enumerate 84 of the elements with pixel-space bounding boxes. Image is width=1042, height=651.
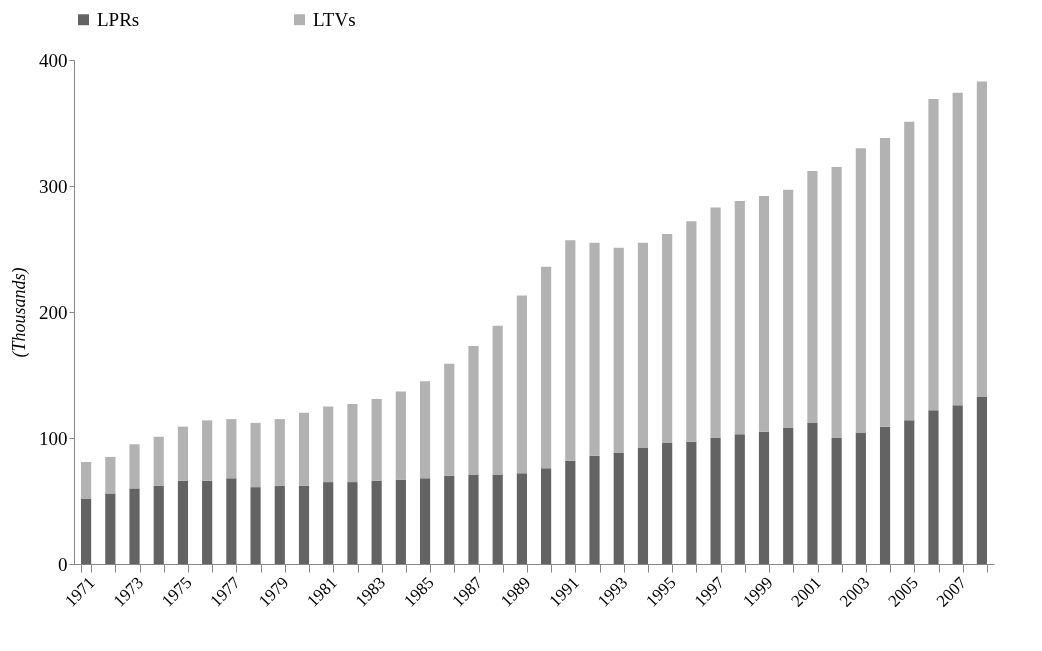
bar — [710, 438, 721, 564]
bar — [879, 426, 891, 564]
bar — [129, 488, 140, 564]
bar — [541, 468, 552, 564]
bar — [202, 480, 213, 564]
bar — [855, 432, 866, 564]
bar — [347, 403, 358, 483]
bar — [928, 99, 939, 411]
bar — [226, 478, 237, 564]
bar — [395, 391, 406, 480]
bar — [274, 419, 285, 486]
bar — [323, 406, 334, 483]
bar — [565, 460, 576, 564]
bar — [831, 167, 842, 438]
y-tick-label: 400 — [39, 49, 68, 71]
bar — [516, 473, 527, 564]
y-tick-label: 200 — [39, 301, 68, 323]
bar — [492, 474, 503, 564]
bar — [177, 426, 189, 481]
bar — [904, 420, 915, 564]
bar — [783, 427, 794, 564]
bar — [444, 363, 455, 476]
bar — [395, 479, 406, 564]
bar — [81, 461, 92, 499]
bar — [952, 92, 963, 406]
bar — [686, 441, 697, 564]
bar — [468, 474, 479, 564]
bar — [952, 405, 963, 564]
bar — [177, 480, 189, 564]
bar — [105, 493, 116, 564]
bar — [904, 121, 915, 421]
y-tick-label: 300 — [39, 175, 68, 197]
bar — [589, 455, 600, 564]
bar — [468, 346, 479, 475]
bar — [734, 434, 745, 564]
y-tick-label: 0 — [58, 553, 68, 575]
bar — [371, 480, 382, 564]
bar — [516, 295, 527, 474]
bar — [153, 485, 164, 564]
bar — [928, 410, 939, 564]
bar — [250, 422, 261, 488]
bar — [976, 81, 987, 397]
bar — [565, 240, 576, 461]
bar — [662, 443, 673, 564]
bar — [250, 487, 261, 564]
y-axis-title: (Thousands) — [9, 267, 30, 358]
legend-label: LTVs — [313, 8, 356, 30]
bar — [710, 207, 721, 438]
bar — [976, 396, 987, 564]
bar — [226, 419, 237, 479]
bar — [105, 456, 116, 494]
bar — [371, 398, 382, 481]
bar — [807, 422, 818, 564]
bar — [589, 242, 600, 456]
bar — [783, 189, 794, 428]
bar — [734, 201, 745, 435]
bar — [129, 444, 140, 489]
bar — [831, 438, 842, 564]
bar — [613, 247, 624, 454]
bar — [855, 148, 866, 433]
bar — [202, 420, 213, 481]
bar — [758, 431, 770, 564]
bar — [323, 482, 334, 564]
bar — [419, 478, 431, 564]
bar — [492, 325, 503, 475]
bar — [444, 475, 455, 564]
bar — [298, 412, 310, 486]
bar — [879, 138, 891, 427]
bar — [758, 196, 770, 432]
legend-label: LPRs — [97, 8, 140, 30]
bar — [613, 453, 624, 564]
bar — [347, 482, 358, 564]
bar — [662, 233, 673, 444]
bar — [807, 170, 818, 423]
bar — [541, 266, 552, 469]
bar — [153, 436, 164, 486]
bar — [686, 221, 697, 442]
bar — [637, 242, 649, 449]
bar — [298, 485, 310, 564]
y-tick-label: 100 — [39, 427, 68, 449]
bar — [637, 448, 649, 564]
bar — [274, 485, 285, 564]
bar — [419, 381, 431, 479]
bar — [81, 498, 92, 564]
